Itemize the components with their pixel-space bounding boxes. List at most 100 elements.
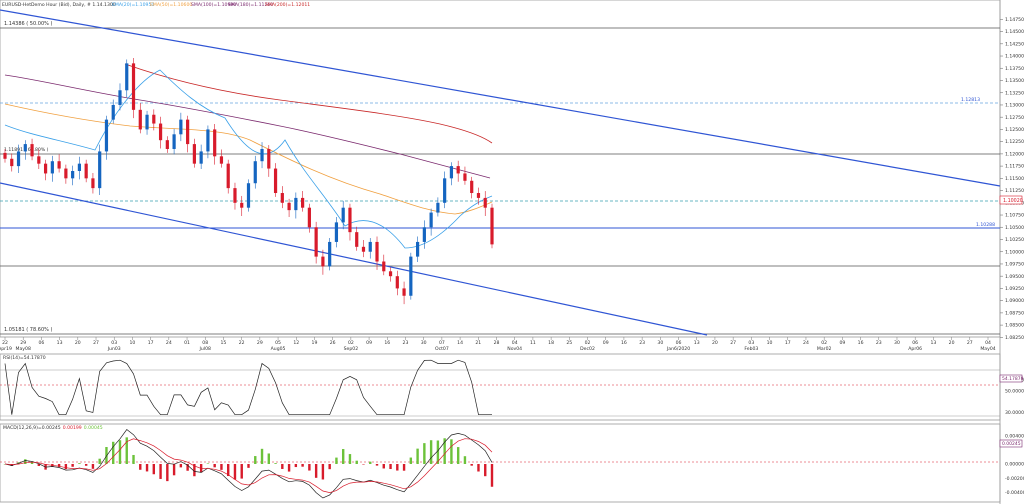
candle[interactable] [186, 115, 190, 153]
candle[interactable] [321, 249, 325, 275]
candle[interactable] [382, 254, 386, 276]
candle[interactable] [16, 144, 21, 173]
candle[interactable] [476, 187, 481, 205]
candle[interactable] [456, 160, 460, 182]
candle[interactable] [443, 171, 447, 209]
candle[interactable] [192, 138, 196, 168]
candle[interactable] [402, 281, 406, 305]
candle[interactable] [307, 203, 311, 233]
candle[interactable] [37, 149, 41, 170]
candle[interactable] [50, 155, 54, 182]
candle[interactable] [368, 238, 372, 259]
candle[interactable] [213, 124, 217, 165]
price-tick-label: 1.10000 [1005, 249, 1024, 255]
channel-lower-line[interactable] [0, 182, 708, 336]
macd-hist-bar [118, 440, 122, 464]
candle[interactable] [375, 236, 379, 270]
fib786-label: 1.05181 ( 78.60% ) [4, 327, 52, 333]
candle[interactable] [57, 154, 61, 173]
candle[interactable] [422, 220, 426, 249]
price-tick-label: 1.14000 [1005, 54, 1024, 60]
rsi-last-label: 54.17870 [1002, 376, 1024, 382]
candle[interactable] [395, 270, 399, 296]
current-price-box [999, 195, 1023, 205]
candle[interactable] [280, 186, 284, 209]
macd-last-label: 0.00245 [1002, 441, 1021, 447]
month-label: Dec02 [580, 346, 595, 352]
candle[interactable] [436, 197, 440, 217]
macd-hist-bar [186, 464, 189, 471]
candle[interactable] [267, 145, 271, 177]
candle[interactable] [233, 182, 237, 210]
candle[interactable] [483, 191, 487, 217]
candle[interactable] [131, 57, 136, 119]
candle[interactable] [138, 102, 142, 134]
candle[interactable] [246, 179, 251, 212]
candle[interactable] [429, 208, 433, 236]
candle[interactable] [71, 165, 75, 186]
candle[interactable] [328, 238, 332, 271]
candle[interactable] [152, 109, 156, 131]
candle[interactable] [125, 59, 129, 98]
candle[interactable] [104, 115, 109, 160]
candle[interactable] [449, 162, 454, 186]
candle[interactable] [111, 99, 115, 124]
candle[interactable] [463, 166, 467, 185]
channel-upper-line[interactable] [0, 9, 1001, 187]
candle[interactable] [10, 153, 14, 172]
candle[interactable] [334, 216, 339, 248]
candle[interactable] [287, 198, 291, 217]
candle[interactable] [348, 203, 352, 241]
date-tick-label: 10 [129, 340, 135, 346]
date-tick-label: 23 [876, 340, 882, 346]
candle[interactable] [145, 110, 149, 135]
candle[interactable] [64, 164, 68, 184]
candle[interactable] [3, 148, 7, 163]
candle[interactable] [43, 159, 48, 181]
date-tick-label: 27 [730, 340, 736, 346]
candlestick-series[interactable] [3, 57, 494, 305]
candle[interactable] [98, 144, 102, 195]
candle[interactable] [199, 144, 203, 170]
candle[interactable] [260, 142, 264, 169]
candle[interactable] [273, 163, 278, 197]
macd-hist-bar [490, 464, 494, 487]
candle[interactable] [165, 136, 169, 153]
candle[interactable] [388, 267, 393, 282]
candle[interactable] [409, 252, 413, 300]
date-axis: 22 29 06 13 20 27 03 10 17 24 01 08 15 22 29 05 12 19 26 02… [2, 337, 991, 346]
macd-panel[interactable] [0, 423, 1001, 503]
candle[interactable] [84, 159, 88, 183]
price-panel[interactable] [0, 0, 1001, 338]
candle[interactable] [470, 176, 474, 199]
candle[interactable] [77, 156, 82, 180]
candle[interactable] [179, 112, 183, 142]
candle[interactable] [219, 149, 224, 168]
candle[interactable] [361, 239, 366, 258]
candle[interactable] [206, 125, 210, 159]
candle[interactable] [415, 236, 420, 262]
candle[interactable] [240, 195, 244, 217]
candle[interactable] [355, 226, 359, 251]
price-tick-label: 1.09000 [1005, 298, 1024, 304]
candle[interactable] [226, 159, 230, 194]
rsi-panel[interactable] [0, 353, 1001, 421]
candle[interactable] [118, 83, 122, 111]
candle[interactable] [30, 138, 34, 161]
candle[interactable] [294, 192, 298, 219]
candle[interactable] [172, 128, 176, 155]
candle[interactable] [314, 221, 318, 264]
date-tick-label: 06 [38, 340, 44, 346]
candle[interactable] [341, 200, 345, 230]
candle[interactable] [91, 172, 95, 194]
price-tick-label: 1.11750 [1005, 164, 1024, 170]
candle[interactable] [253, 155, 257, 189]
macd-hist-bar [159, 464, 162, 479]
candle[interactable] [23, 140, 27, 160]
macd-hist-bar [369, 461, 372, 464]
candle[interactable] [490, 203, 494, 249]
candle[interactable] [301, 191, 305, 212]
macd-hist-bar [335, 457, 338, 464]
candle[interactable] [158, 116, 163, 149]
